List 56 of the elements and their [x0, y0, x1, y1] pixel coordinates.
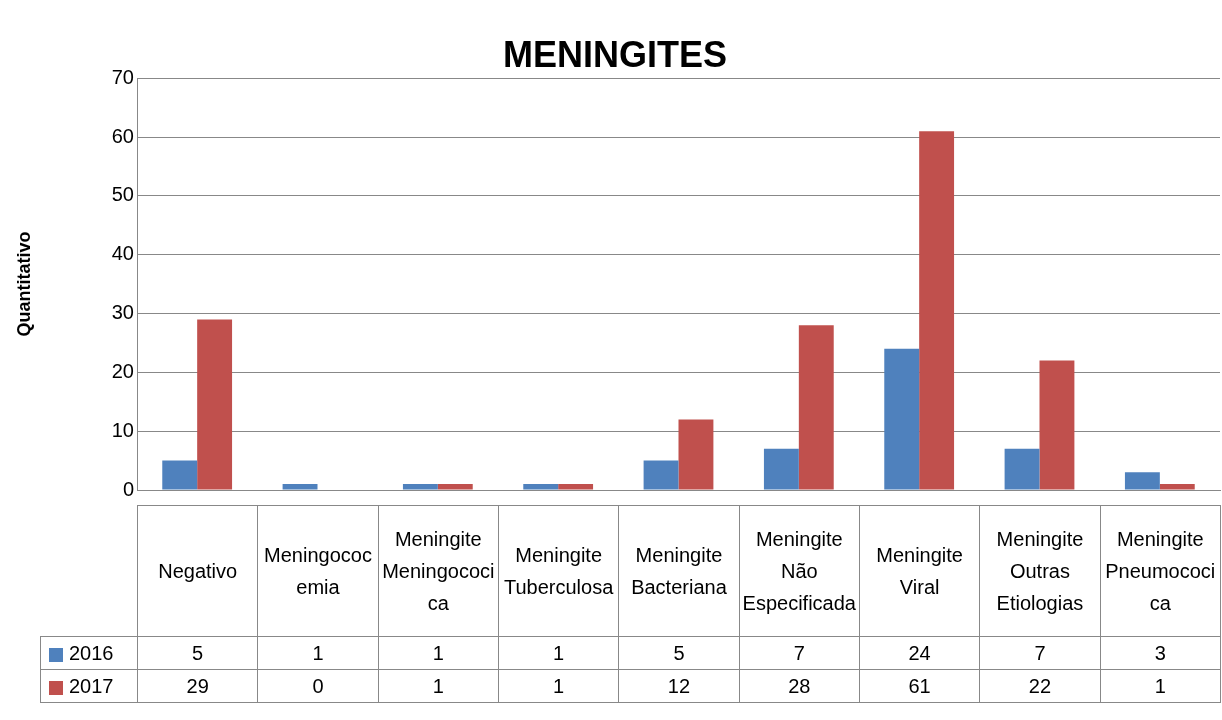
- data-label: 1: [378, 669, 499, 703]
- bar: [558, 484, 594, 490]
- bar: [437, 484, 473, 490]
- data-label: 3: [1100, 636, 1221, 670]
- bar: [523, 484, 559, 490]
- x-tick-label: Meningite Não Especificada: [739, 505, 860, 637]
- data-label: 61: [859, 669, 980, 703]
- y-tick-label: 60: [111, 124, 134, 147]
- data-label: 29: [137, 669, 258, 703]
- data-label: 28: [739, 669, 860, 703]
- y-tick-label: 0: [122, 477, 134, 500]
- y-tick-label: 40: [111, 242, 134, 265]
- data-label: 12: [618, 669, 740, 703]
- x-tick-label: Negativo: [137, 505, 258, 637]
- data-label: 1: [257, 636, 379, 670]
- bar: [282, 484, 318, 490]
- data-label: 5: [137, 636, 258, 670]
- bar: [162, 460, 198, 490]
- x-tick-label: Meningite Bacteriana: [618, 505, 740, 637]
- data-label: 5: [618, 636, 740, 670]
- y-tick-label: 30: [111, 301, 134, 324]
- bar: [678, 419, 714, 490]
- data-label: 22: [979, 669, 1101, 703]
- data-label: 7: [979, 636, 1101, 670]
- bar: [884, 348, 920, 490]
- bar: [1004, 448, 1040, 490]
- legend-label: 2016: [40, 636, 138, 670]
- data-label: 1: [1100, 669, 1221, 703]
- data-label: 1: [498, 636, 619, 670]
- bar: [1124, 472, 1160, 490]
- x-tick-label: Meningite Tuberculosa: [498, 505, 619, 637]
- x-tick-label: Meningite Viral: [859, 505, 980, 637]
- bar: [798, 325, 834, 490]
- data-label: 24: [859, 636, 980, 670]
- data-label: 1: [498, 669, 619, 703]
- y-tick-label: 20: [111, 359, 134, 382]
- x-tick-label: Meningite Meningococica: [378, 505, 499, 637]
- x-tick-label: Meningite Pneumococica: [1100, 505, 1221, 637]
- data-label: 1: [378, 636, 499, 670]
- y-tick-label: 50: [111, 183, 134, 206]
- y-axis-title: Quantitativo: [13, 231, 34, 337]
- bar: [197, 319, 233, 490]
- bar: [1159, 484, 1195, 490]
- bar: [1039, 360, 1075, 490]
- bar: [643, 460, 679, 490]
- bar: [402, 484, 438, 490]
- bar: [763, 448, 799, 490]
- y-tick-label: 10: [111, 418, 134, 441]
- legend-label: 2017: [40, 669, 138, 703]
- bar: [919, 131, 955, 490]
- chart-title: MENINGITES: [502, 33, 728, 75]
- data-label: 7: [739, 636, 860, 670]
- data-label: 0: [257, 669, 379, 703]
- x-tick-label: Meningococemia: [257, 505, 379, 637]
- y-tick-label: 70: [111, 65, 134, 88]
- x-tick-label: Meningite Outras Etiologias: [979, 505, 1101, 637]
